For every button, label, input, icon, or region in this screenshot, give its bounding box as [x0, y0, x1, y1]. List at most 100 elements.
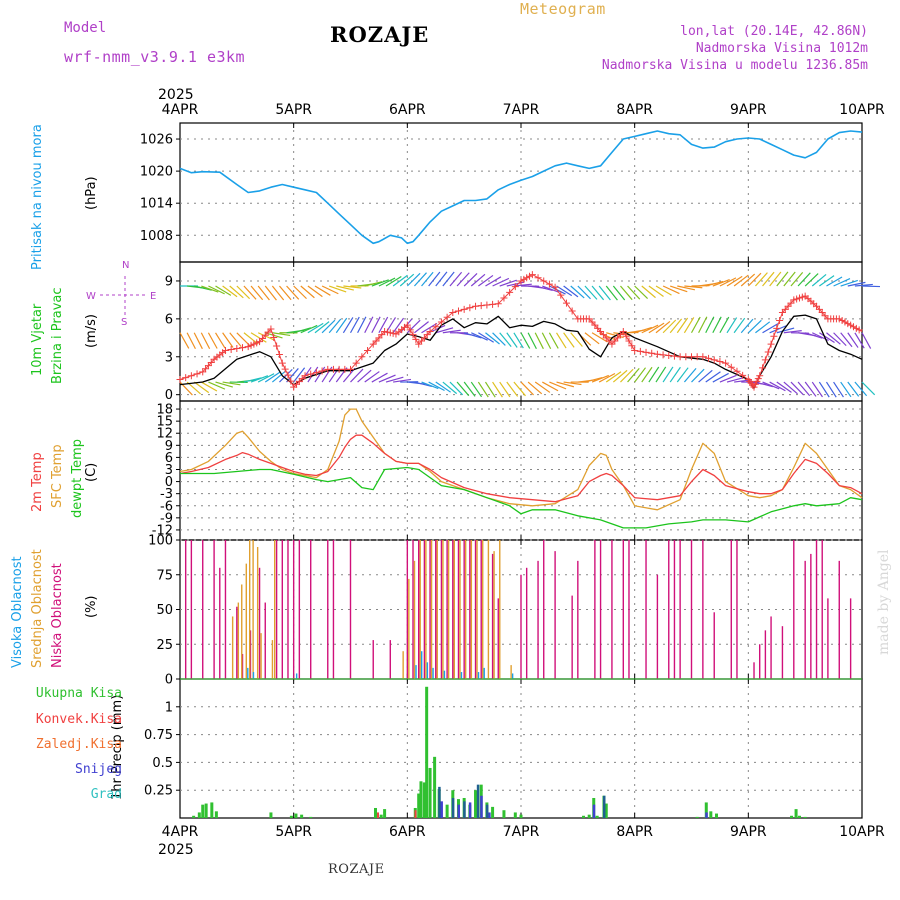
wind-gust-marker — [375, 334, 383, 342]
wind-barb-middle — [328, 318, 342, 334]
total-rain-bar — [214, 811, 218, 818]
wind-gust-marker — [739, 371, 747, 379]
wind-barb-upper — [485, 276, 502, 287]
temp2m-line — [179, 434, 863, 503]
total-rain-bar — [197, 812, 201, 818]
wind-gust-marker — [432, 323, 440, 331]
y-tick-label: 9 — [165, 439, 173, 454]
wind-gust-marker — [290, 383, 298, 391]
wind-barb-middle — [300, 324, 318, 334]
wind-gust-marker — [722, 359, 730, 367]
wind-barb-lower — [712, 372, 729, 383]
wind-barb-middle — [349, 316, 360, 334]
wind-barb-upper — [321, 285, 339, 295]
wind-gust-marker — [454, 307, 462, 315]
x-tick-label-bottom: 8APR — [616, 824, 653, 840]
wind-barb-upper — [406, 272, 421, 287]
wind-barb-lower — [506, 381, 519, 397]
wind-gust-marker — [764, 348, 772, 356]
wind-gust-marker — [787, 299, 795, 307]
wind-barb-lower — [847, 381, 860, 397]
wind-barb-middle — [342, 317, 354, 334]
wind-gust-marker — [358, 353, 366, 361]
wind-barb-middle — [414, 321, 429, 334]
wind-barb-middle — [783, 329, 802, 334]
wind-barb-middle — [591, 332, 608, 343]
wind-gust-marker — [207, 358, 215, 366]
wind-barb-upper — [840, 279, 858, 287]
wind-barb-middle — [421, 322, 438, 334]
wind-barb-upper — [804, 273, 819, 287]
wind-barb-lower — [620, 368, 634, 383]
wind-gust-marker — [460, 305, 468, 313]
wind-barb-lower — [556, 381, 575, 388]
wind-gust-marker — [472, 302, 480, 310]
total-rain-bar — [300, 814, 304, 818]
wind-barb-lower — [279, 368, 293, 383]
wind-barb-middle — [243, 332, 259, 345]
wind-gust-marker — [847, 321, 855, 329]
x-tick-label-bottom: 4APR — [162, 824, 199, 840]
y-tick-label: 1014 — [140, 197, 173, 212]
x-tick-label-bottom: 5APR — [275, 824, 312, 840]
wind-barb-upper — [236, 285, 251, 300]
wind-gust-marker — [790, 296, 798, 304]
wind-barb-middle — [819, 332, 835, 344]
wind-barb-upper — [264, 285, 277, 301]
wind-barb-lower — [414, 381, 433, 388]
bottom-station-label: ROZAJE — [328, 862, 385, 877]
total-rain-bar — [192, 815, 196, 818]
wind-gust-marker — [759, 364, 767, 372]
wind-barb-upper — [754, 272, 768, 287]
wind-barb-upper — [577, 285, 591, 300]
wind-barb-upper — [201, 285, 219, 293]
wind-gust-marker — [540, 277, 548, 285]
y-tick-label: 0.5 — [152, 756, 173, 771]
wind-barb-upper — [591, 285, 605, 301]
snow-bar — [440, 801, 443, 818]
wind-gust-marker — [628, 342, 636, 350]
wind-gust-marker — [659, 351, 667, 359]
wind-gust-marker — [528, 271, 536, 279]
wind-barb-upper — [833, 278, 851, 287]
wind-barb-upper — [733, 274, 749, 287]
wind-barb-lower — [669, 366, 681, 383]
wind-barb-lower — [549, 381, 567, 390]
legend-hail: Grad — [90, 787, 122, 802]
wind-barb-upper — [790, 271, 804, 287]
x-tick-label-top: 10APR — [839, 102, 885, 118]
wind-gust-marker — [494, 300, 502, 308]
total-rain-bar — [383, 809, 387, 818]
wind-gust-marker — [369, 340, 377, 348]
wind-barb-upper — [250, 285, 264, 301]
wind-gust-marker — [611, 337, 619, 345]
convective-rain-bar — [377, 812, 380, 818]
x-tick-label-bottom: 9APR — [730, 824, 767, 840]
wind-gust-marker — [477, 302, 485, 310]
wind-barb-middle — [676, 317, 689, 334]
x-tick-label-top: 7APR — [503, 102, 540, 118]
wind-barb-upper — [677, 285, 696, 291]
wind-gust-marker — [761, 356, 769, 364]
wind-gust-marker — [614, 334, 622, 342]
wind-barb-lower — [833, 381, 844, 398]
legend-freezing-rain: Zaledj.Kisa — [35, 737, 122, 752]
wind-barb-upper — [385, 276, 402, 287]
wind-barb-lower — [676, 367, 689, 383]
wind-barb-upper — [811, 273, 827, 287]
wind-barb-middle — [293, 327, 312, 334]
wind-barb-upper — [371, 279, 389, 287]
wind-barb-lower — [463, 381, 476, 397]
panel-frame — [179, 122, 863, 263]
y-tick-label: 1026 — [140, 133, 173, 148]
wind-gust-marker — [852, 324, 860, 332]
wind-barb-middle — [556, 332, 567, 349]
wind-gust-marker — [591, 321, 599, 329]
wind-gust-marker — [716, 358, 724, 366]
wind-gust-marker — [449, 309, 457, 317]
wind-barb-lower — [634, 367, 647, 383]
wind-barb-lower — [648, 366, 660, 383]
wind-barb-middle — [506, 332, 518, 348]
wind-barb-middle — [478, 332, 494, 343]
wind-gust-marker — [625, 337, 633, 345]
